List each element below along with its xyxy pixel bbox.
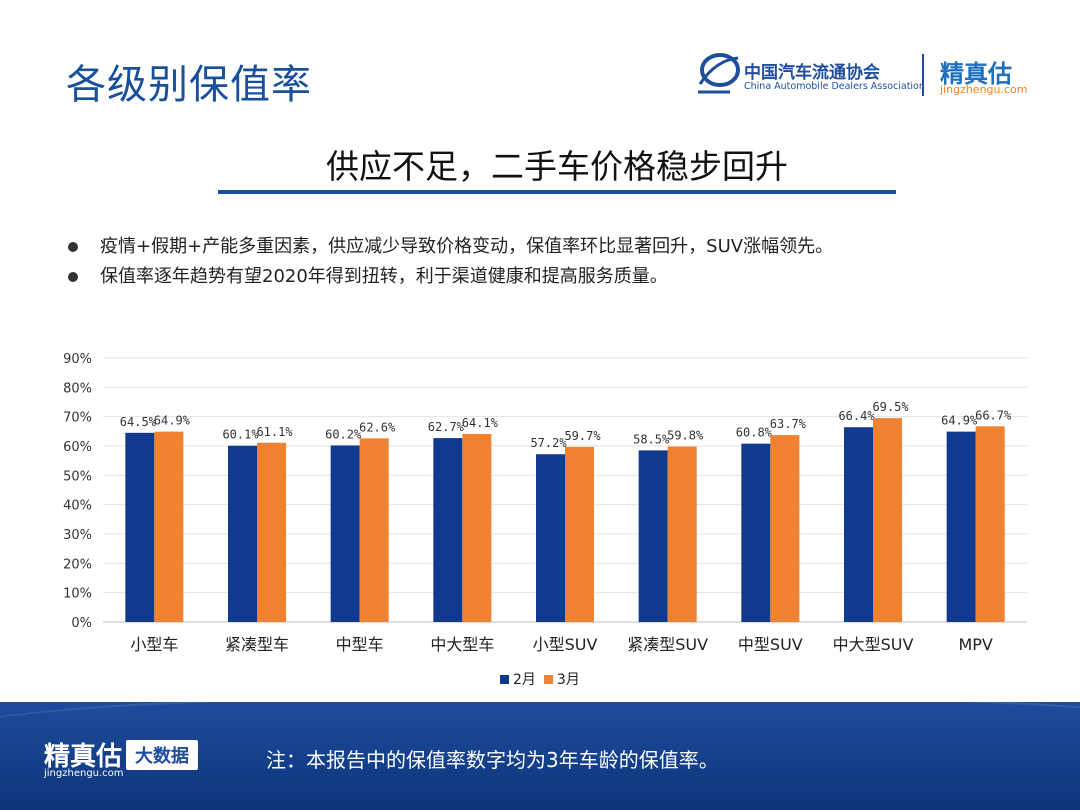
logo-divider (922, 54, 924, 96)
data-label: 63.7% (770, 417, 807, 431)
data-label: 62.7% (428, 420, 465, 434)
bar-feb (433, 438, 463, 622)
legend-item-mar: 3月 (543, 669, 580, 689)
legend-swatch (500, 674, 509, 684)
bar-mar (154, 431, 184, 622)
bullet-text: 保值率逐年趋势有望2020年得到扭转，利于渠道健康和提高服务质量。 (100, 266, 668, 287)
bar-mar (359, 438, 389, 622)
data-label: 58.5% (633, 432, 670, 446)
jzg-logo-text: 精真估 (940, 60, 1012, 88)
legend-label: 3月 (556, 672, 580, 688)
y-tick-label: 30% (63, 528, 92, 543)
x-tick-label: 小型车 (130, 635, 178, 654)
x-tick-label: 中型车 (336, 635, 384, 654)
cada-logo-text: 中国汽车流通协会 (744, 63, 880, 83)
logo-area: 中国汽车流通协会 China Automobile Dealers Associ… (696, 50, 1036, 100)
bar-feb (228, 445, 257, 622)
bar-mar (565, 446, 594, 622)
data-label: 57.2% (530, 436, 567, 450)
data-label: 61.1% (256, 425, 293, 439)
x-tick-label: 中大型SUV (833, 635, 914, 654)
footer-note: 注：本报告中的保值率数字均为3年车龄的保值率。 (266, 748, 719, 772)
data-label: 64.5% (120, 415, 157, 429)
data-label: 60.1% (222, 428, 259, 442)
legend-label: 2月 (513, 672, 536, 688)
footer-logo-url: jingzhengu.com (44, 768, 124, 779)
bar-chart: 0%10%20%30%40%50%60%70%80%90%64.5%64.9%小… (63, 352, 1027, 654)
bar-feb (741, 443, 771, 622)
data-label: 64.9% (941, 414, 978, 428)
bar-feb (536, 454, 565, 622)
data-label: 64.1% (462, 416, 499, 430)
y-tick-label: 70% (63, 411, 92, 426)
bar-feb (946, 431, 976, 622)
y-tick-label: 10% (63, 587, 92, 602)
data-label: 60.2% (325, 427, 362, 441)
y-tick-label: 40% (63, 499, 92, 514)
footer-badge: 大数据 (126, 740, 198, 770)
cada-logo-english: China Automobile Dealers Association (744, 81, 925, 92)
data-label: 66.4% (838, 409, 875, 423)
y-tick-label: 20% (63, 557, 92, 572)
bullet-item: 疫情+假期+产能多重因素，供应减少导致价格变动，保值率环比显著回升，SUV涨幅领… (66, 232, 833, 262)
bar-mar (667, 446, 697, 622)
x-tick-label: 中型SUV (738, 635, 803, 654)
cada-emblem-icon (698, 53, 740, 94)
bar-mar (770, 435, 800, 622)
bar-feb (125, 432, 155, 622)
x-tick-label: 中大型车 (430, 635, 494, 654)
jzg-logo-url: jingzhengu.com (940, 83, 1028, 96)
footer-logo-text: 精真估 (44, 742, 123, 772)
x-tick-label: 小型SUV (533, 635, 598, 654)
data-label: 59.8% (667, 429, 704, 443)
bar-mar (257, 442, 286, 622)
y-tick-label: 0% (71, 616, 92, 631)
data-label: 69.5% (872, 400, 909, 414)
bullet-dot-icon (68, 272, 78, 282)
x-tick-label: 紧凑型车 (225, 635, 289, 654)
bullet-dot-icon (68, 242, 78, 252)
y-tick-label: 50% (63, 469, 92, 484)
bullet-text: 疫情+假期+产能多重因素，供应减少导致价格变动，保值率环比显著回升，SUV涨幅领… (100, 236, 834, 257)
bar-feb (638, 450, 668, 622)
y-tick-label: 80% (63, 381, 92, 396)
bar-mar (975, 426, 1005, 622)
data-label: 59.7% (564, 429, 601, 443)
footer-banner: 精真估 jingzhengu.com 大数据 注：本报告中的保值率数字均为3年车… (0, 702, 1080, 810)
data-label: 64.9% (154, 414, 191, 428)
y-tick-label: 90% (63, 352, 92, 367)
slide-subtitle: 供应不足，二手车价格稳步回升 (326, 147, 788, 186)
bar-mar (873, 418, 902, 622)
page-title: 各级别保值率 (66, 62, 312, 108)
bar-mar (462, 433, 492, 622)
x-tick-label: MPV (958, 635, 992, 654)
data-label: 66.7% (975, 408, 1012, 422)
data-label: 60.8% (736, 426, 773, 440)
legend-item-feb: 2月 (500, 669, 536, 689)
subtitle-underline (218, 190, 896, 194)
x-tick-label: 紧凑型SUV (627, 635, 708, 654)
bullet-item: 保值率逐年趋势有望2020年得到扭转，利于渠道健康和提高服务质量。 (66, 262, 833, 292)
chart-legend: 2月 3月 (500, 669, 580, 689)
bar-feb (330, 445, 360, 622)
y-tick-label: 60% (63, 440, 92, 455)
data-label: 62.6% (359, 420, 396, 434)
legend-swatch (543, 674, 553, 684)
bar-feb (844, 427, 873, 622)
bullet-list: 疫情+假期+产能多重因素，供应减少导致价格变动，保值率环比显著回升，SUV涨幅领… (66, 232, 833, 292)
